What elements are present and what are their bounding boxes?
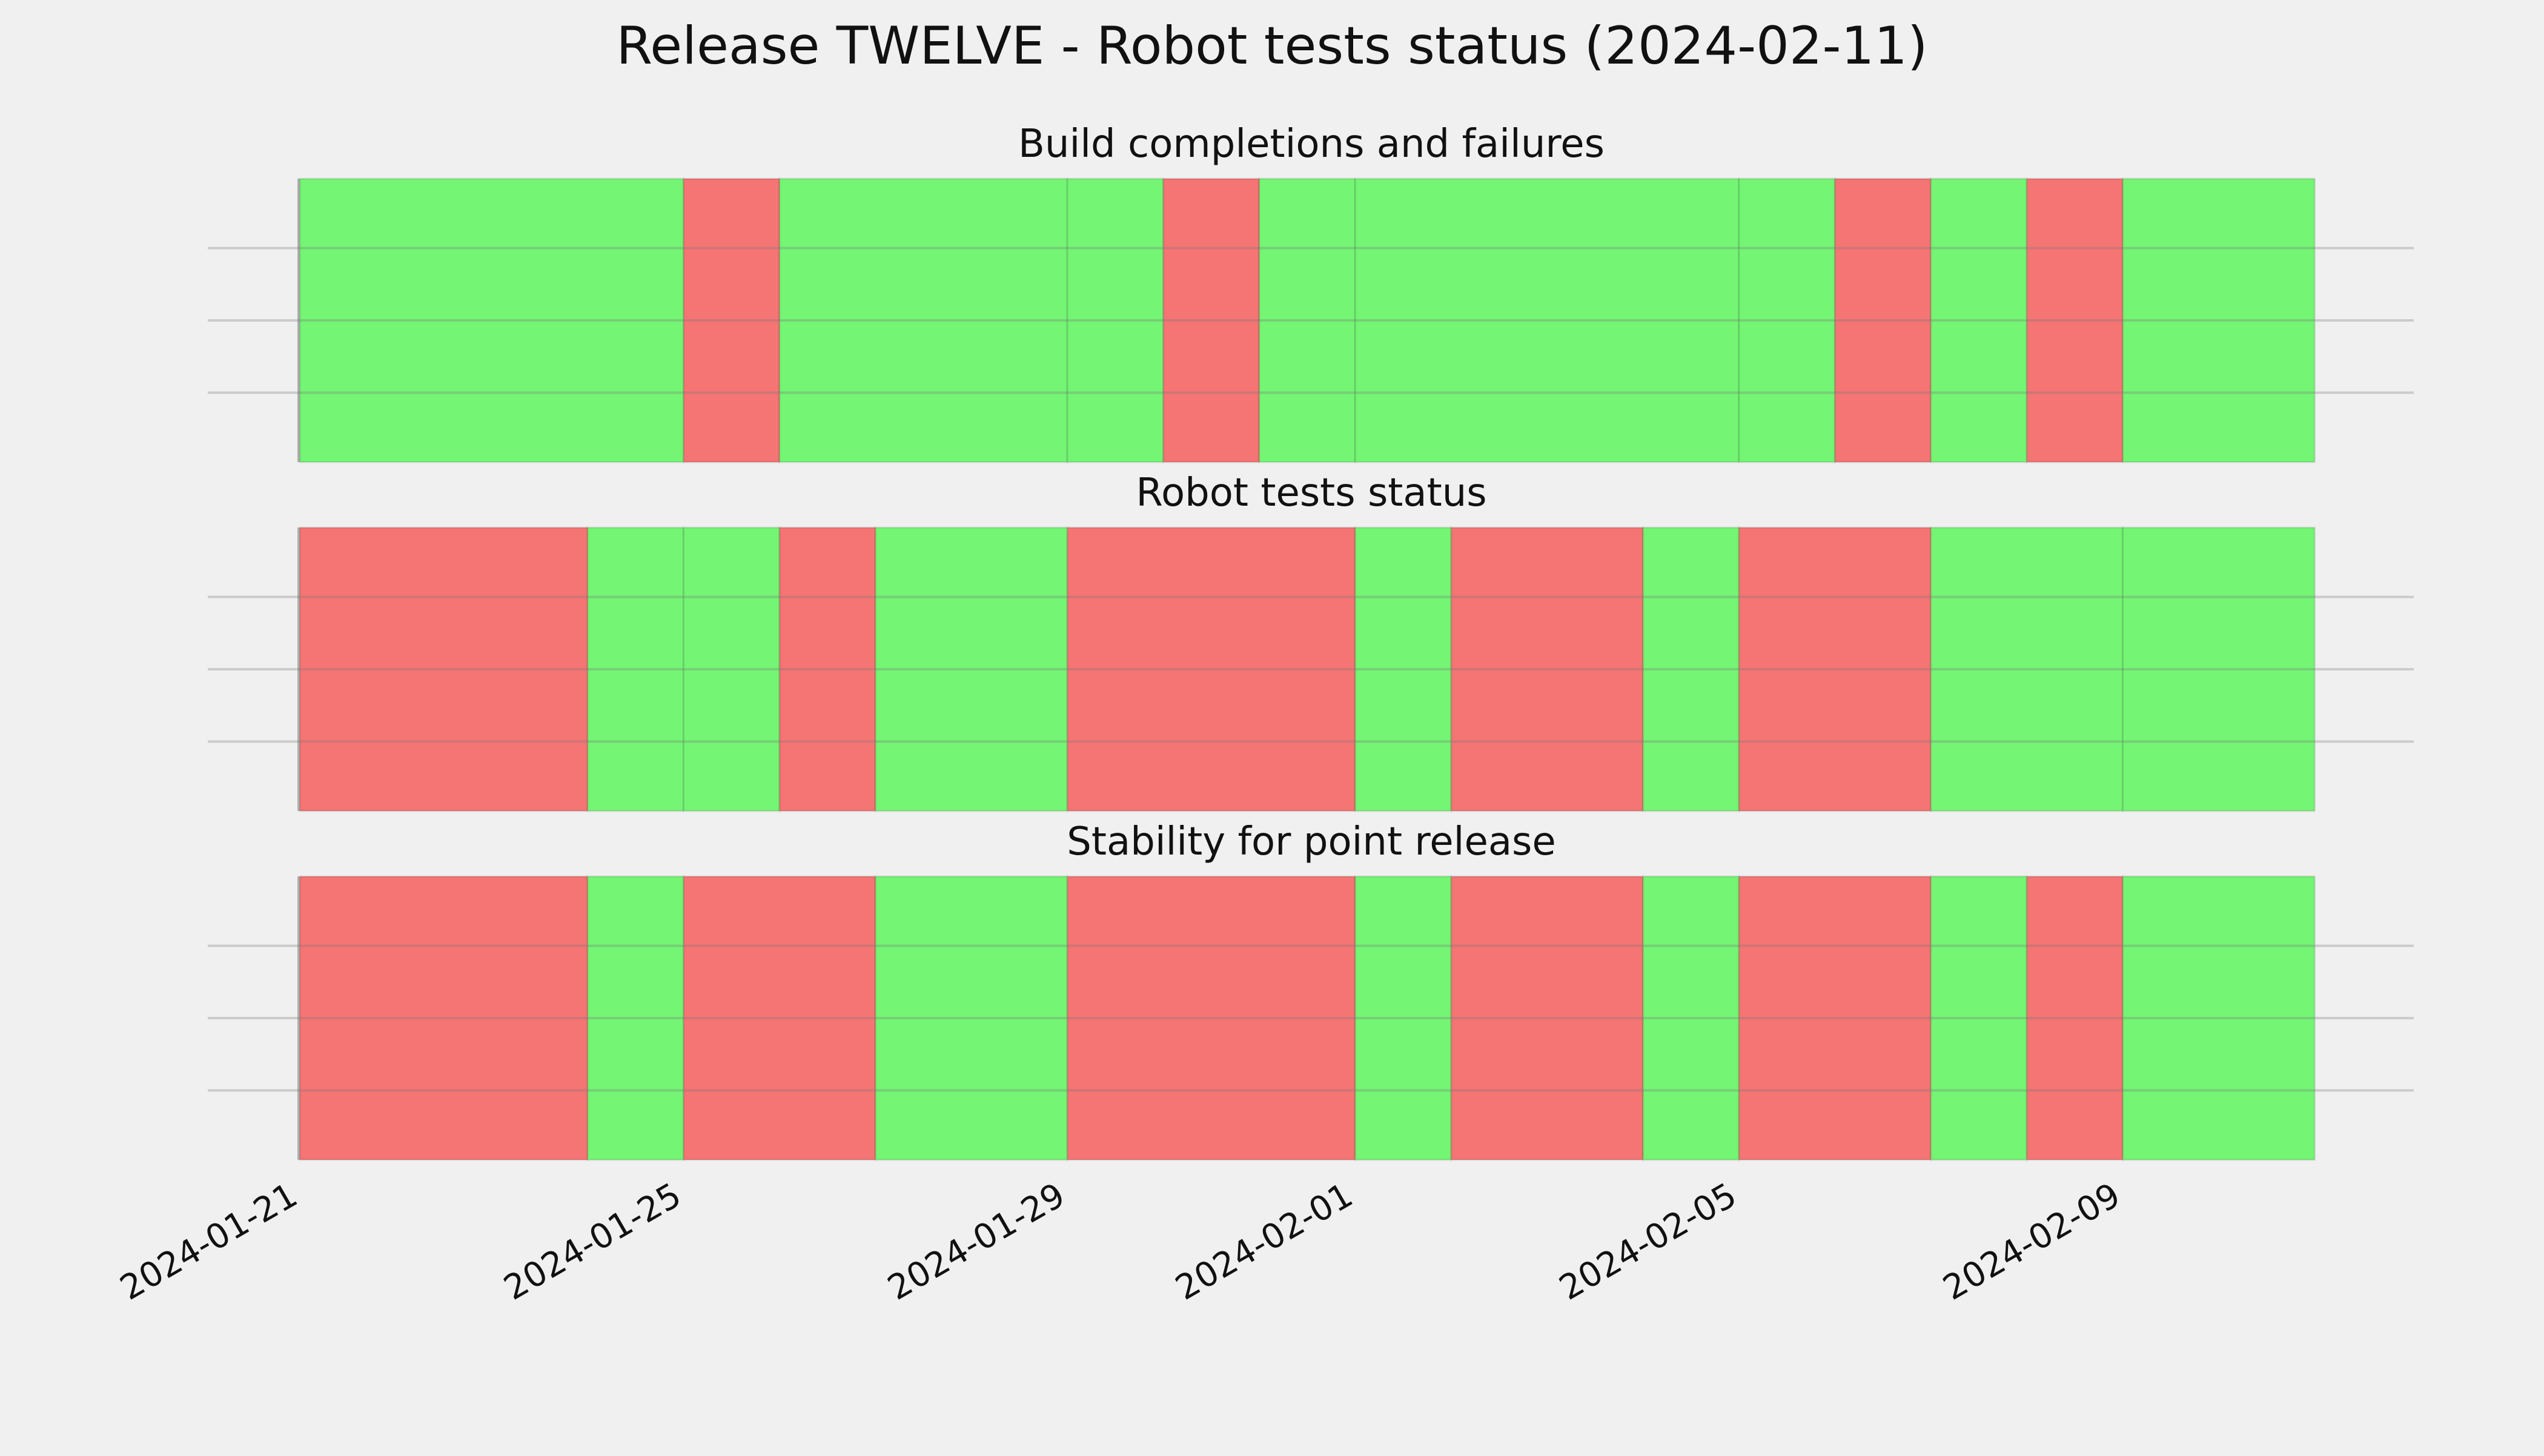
segment-pass (683, 526, 781, 812)
panel-title: Build completions and failures (1018, 122, 1605, 167)
x-tick-label: 2024-01-21 (114, 1176, 304, 1308)
segment-pass (1642, 875, 1740, 1161)
segment-fail (2026, 875, 2124, 1161)
segment-pass (1930, 177, 2028, 463)
segment-fail (1833, 177, 1932, 463)
segment-fail (1066, 875, 1356, 1161)
segment-pass (299, 177, 685, 463)
x-tick-label: 2024-01-29 (881, 1176, 1072, 1308)
segment-pass (1354, 526, 1453, 812)
segment-fail (683, 875, 876, 1161)
segment-pass (1354, 875, 1453, 1161)
segment-fail (2026, 177, 2124, 463)
segment-fail (1450, 526, 1645, 812)
x-axis: 2024-01-21 2024-01-25 2024-01-29 2024-02-01… (114, 1176, 2127, 1308)
panel-1: Build completions and failures (208, 122, 2414, 463)
segment-pass (874, 526, 1068, 812)
segment-fail (1738, 875, 1932, 1161)
segment-pass (2122, 526, 2316, 812)
segment-pass (2122, 177, 2316, 463)
segment-pass (1258, 177, 1356, 463)
segment-pass (1642, 526, 1740, 812)
x-tick-label: 2024-01-25 (497, 1176, 687, 1308)
panel-2: Robot tests status (208, 471, 2414, 812)
segment-fail (1738, 526, 1932, 812)
segment-pass (778, 177, 1068, 463)
segment-pass (874, 875, 1068, 1161)
segment-fail (683, 177, 781, 463)
x-tick-label: 2024-02-05 (1553, 1176, 1743, 1308)
panel-3: Stability for point release (208, 819, 2414, 1161)
chart-title: Release TWELVE - Robot tests status (202… (616, 16, 1927, 76)
segment-fail (299, 526, 589, 812)
segment-pass (1930, 526, 2124, 812)
x-tick-label: 2024-02-01 (1169, 1176, 1359, 1308)
segment-pass (586, 875, 685, 1161)
segment-fail (778, 526, 876, 812)
segment-pass (1738, 177, 1836, 463)
x-tick-label: 2024-02-09 (1936, 1176, 2127, 1308)
panel-title: Stability for point release (1067, 819, 1556, 864)
segment-fail (1450, 875, 1645, 1161)
segment-fail (1066, 526, 1356, 812)
segment-pass (2122, 875, 2316, 1161)
panel-title: Robot tests status (1136, 471, 1486, 515)
segment-fail (299, 875, 589, 1161)
segment-pass (1930, 875, 2028, 1161)
